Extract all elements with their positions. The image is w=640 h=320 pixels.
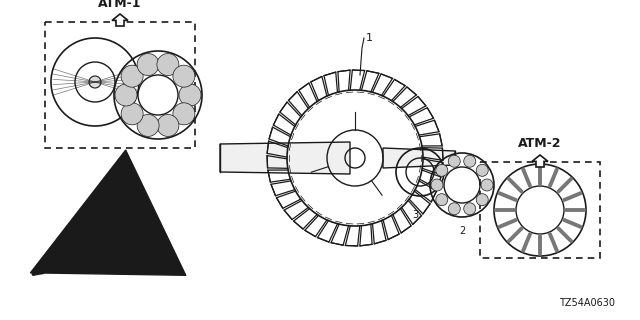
Circle shape — [179, 84, 201, 106]
Circle shape — [173, 65, 195, 87]
Polygon shape — [112, 14, 128, 26]
Text: FR.: FR. — [60, 259, 83, 274]
Text: ATM-2: ATM-2 — [518, 137, 562, 150]
Circle shape — [173, 103, 195, 125]
Circle shape — [448, 155, 460, 167]
Text: TZ54A0630: TZ54A0630 — [559, 298, 615, 308]
Circle shape — [89, 76, 101, 88]
Circle shape — [436, 164, 448, 176]
Circle shape — [157, 115, 179, 136]
Circle shape — [476, 194, 488, 206]
Circle shape — [115, 84, 137, 106]
Circle shape — [464, 203, 476, 215]
Circle shape — [464, 155, 476, 167]
Circle shape — [481, 179, 493, 191]
Circle shape — [137, 53, 159, 76]
Text: 1: 1 — [366, 33, 373, 43]
Circle shape — [448, 203, 460, 215]
Circle shape — [476, 164, 488, 176]
Bar — [45, 22, 195, 148]
Polygon shape — [532, 155, 548, 167]
Text: 2: 2 — [459, 226, 465, 236]
Polygon shape — [383, 148, 455, 168]
Text: 3: 3 — [412, 210, 418, 220]
Circle shape — [436, 194, 448, 206]
Circle shape — [137, 115, 159, 136]
Polygon shape — [220, 142, 350, 174]
Text: ATM-1: ATM-1 — [99, 0, 141, 10]
Circle shape — [157, 53, 179, 76]
Bar — [480, 162, 600, 258]
Circle shape — [121, 65, 143, 87]
Circle shape — [121, 103, 143, 125]
Circle shape — [431, 179, 443, 191]
